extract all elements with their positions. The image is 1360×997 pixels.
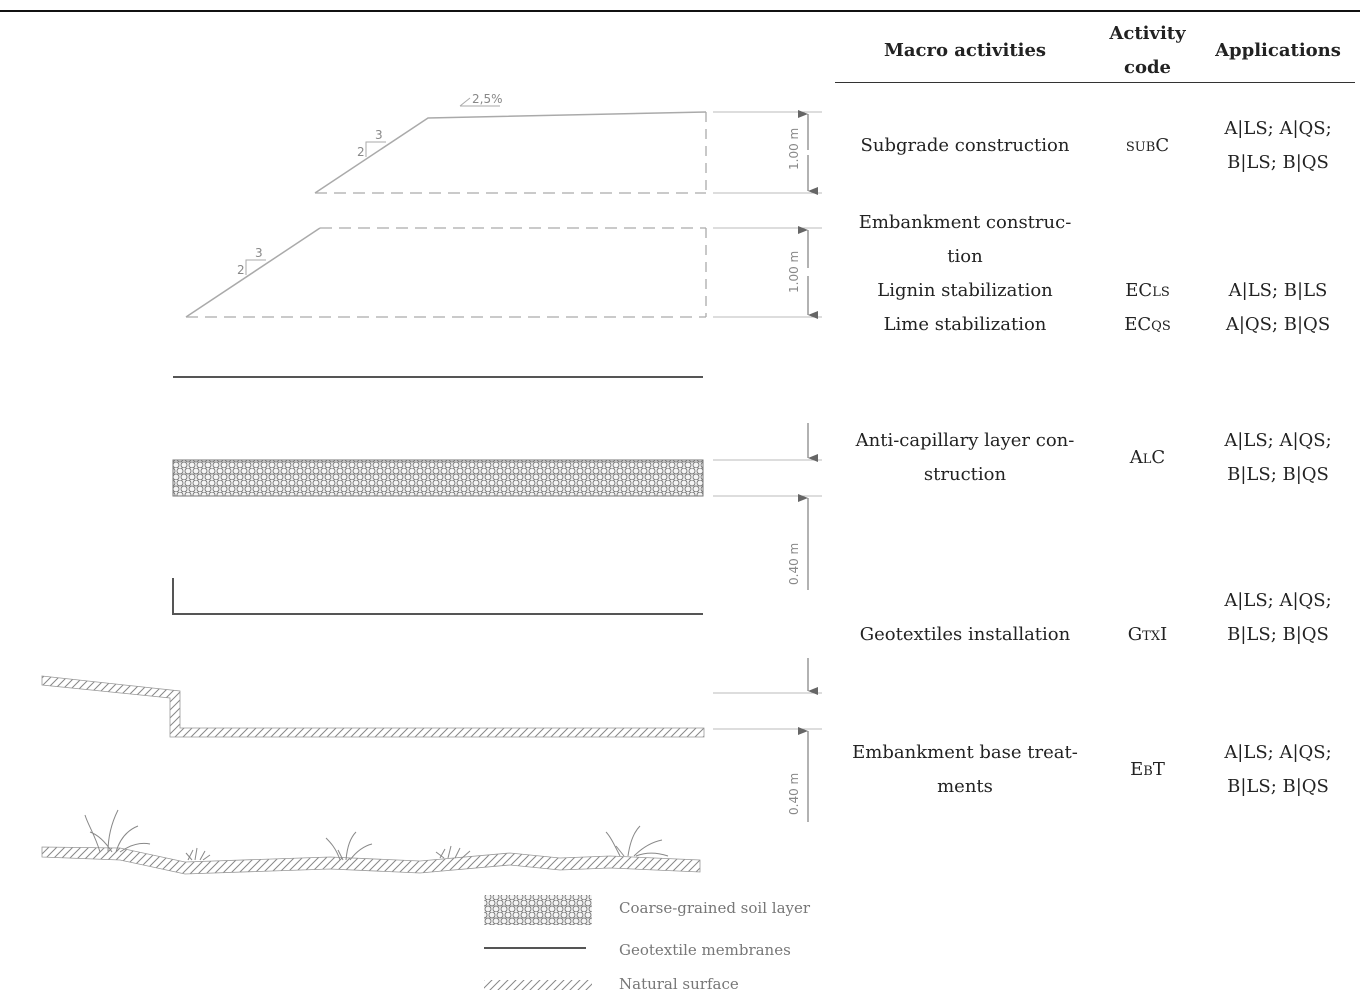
row-base-macro-2: ments [937, 776, 993, 797]
row-base-app-1: A|LS; A|QS; [1224, 742, 1332, 763]
dimension-subgrade [713, 110, 822, 195]
row-embankment-macro-2: tion [947, 246, 983, 267]
row-subgrade-macro: Subgrade construction [860, 135, 1070, 156]
row-anticap-code: ALC [1129, 447, 1166, 468]
grass-icon [84, 809, 669, 861]
subgrade-layer [314, 97, 707, 194]
row-embankment-macro-1: Embankment construc- [858, 212, 1072, 233]
dim-subgrade-label: 1.00 m [787, 128, 801, 170]
ratio-run-label: 3 [375, 128, 383, 142]
legend-natural-swatch [484, 980, 592, 990]
dimension-embankment [713, 226, 822, 319]
header-rule [835, 82, 1355, 83]
row-subgrade-code: SUBC [1125, 135, 1170, 156]
header-code-line2: code [1123, 57, 1171, 78]
header-code-line1: Activity [1109, 23, 1186, 44]
row-anticap-macro-1: Anti-capillary layer con- [855, 430, 1075, 451]
legend-geotextile-label: Geotextile membranes [619, 941, 791, 959]
header-applications: Applications [1215, 40, 1341, 61]
row-subgrade-app-1: A|LS; A|QS; [1224, 118, 1332, 139]
row-lime-code: ECQS [1124, 314, 1171, 335]
row-base-code: EBT [1130, 759, 1165, 780]
row-anticap-app-1: A|LS; A|QS; [1224, 430, 1332, 451]
slope-label: 2,5% [472, 92, 503, 106]
row-subgrade-app-2: B|LS; B|QS [1227, 152, 1329, 173]
row-lignin-code: ECLS [1125, 280, 1170, 301]
legend-natural-label: Natural surface [619, 975, 739, 993]
dimension-anticap [713, 423, 822, 590]
row-lignin-macro: Lignin stabilization [877, 280, 1053, 301]
anti-capillary-layer [172, 459, 704, 497]
geotextile-trench [172, 578, 703, 615]
row-geotextile-app-2: B|LS; B|QS [1227, 624, 1329, 645]
row-lime-macro: Lime stabilization [883, 314, 1047, 335]
row-geotextile-app-1: A|LS; A|QS; [1224, 590, 1332, 611]
dim-anticap-label: 0.40 m [787, 543, 801, 585]
row-lime-app: A|QS; B|QS [1225, 314, 1331, 335]
row-geotextile-code: GTXI [1127, 624, 1168, 645]
header-macro: Macro activities [883, 40, 1047, 61]
legend-coarse-swatch [484, 895, 592, 925]
dim-base-label: 0.40 m [787, 773, 801, 815]
dim-embankment-label: 1.00 m [787, 251, 801, 293]
row-base-app-2: B|LS; B|QS [1227, 776, 1329, 797]
natural-surface [41, 846, 701, 875]
row-base-macro-1: Embankment base treat- [852, 742, 1078, 763]
ratio-rise-label: 2 [357, 145, 365, 159]
embankment-layer [185, 227, 707, 318]
base-treatment-surface [41, 675, 705, 738]
row-lignin-app: A|LS; B|LS [1228, 280, 1328, 301]
ratio-run-label-2: 3 [255, 246, 263, 260]
legend-coarse-label: Coarse-grained soil layer [619, 899, 811, 917]
ratio-rise-label-2: 2 [237, 263, 245, 277]
row-anticap-macro-2: struction [923, 464, 1007, 485]
top-rule [0, 10, 1360, 12]
dimension-base [713, 658, 822, 822]
row-geotextile-macro: Geotextiles installation [859, 624, 1071, 645]
row-anticap-app-2: B|LS; B|QS [1227, 464, 1329, 485]
